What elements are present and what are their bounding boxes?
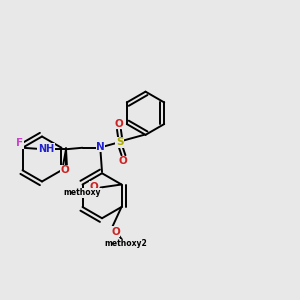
Text: O: O: [60, 165, 69, 175]
Text: methoxy: methoxy: [64, 188, 101, 197]
Text: O: O: [111, 227, 120, 237]
Text: N: N: [96, 142, 105, 152]
Text: O: O: [118, 156, 127, 166]
Text: methoxy2: methoxy2: [105, 239, 147, 248]
Text: F: F: [16, 138, 23, 148]
Text: NH: NH: [38, 144, 54, 154]
Text: O: O: [114, 119, 123, 129]
Text: O: O: [89, 182, 98, 192]
Text: S: S: [116, 137, 124, 147]
